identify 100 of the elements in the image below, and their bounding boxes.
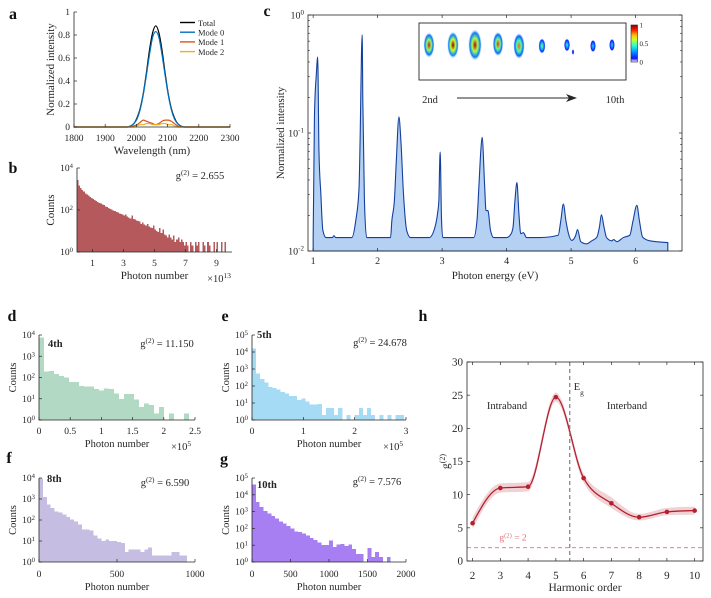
x-tick-label: 2 bbox=[470, 570, 476, 582]
y-tick-label: 5 bbox=[458, 522, 464, 534]
x-tick-label: 1900 bbox=[96, 134, 115, 144]
x-axis-title: Photon number bbox=[296, 439, 362, 450]
y-tick-label: 10$^{5}$ bbox=[235, 472, 249, 484]
text: c bbox=[263, 3, 271, 20]
y-tick-label: 10$^{0}$ bbox=[235, 556, 249, 568]
x-tick-label: 5 bbox=[568, 256, 574, 267]
y-tick-label: 0 bbox=[65, 123, 70, 134]
x-tick-label: 2 bbox=[161, 427, 166, 437]
y-tick-label: 10$^{4}$ bbox=[22, 472, 36, 484]
x-tick-label: 2000 bbox=[126, 134, 146, 144]
y-tick-label: 10$^{4}$ bbox=[235, 489, 249, 501]
annotation: 2nd bbox=[422, 95, 439, 106]
y-tick-label: 10$^{2}$ bbox=[235, 380, 248, 392]
y-tick-label: 10$^{0}$ bbox=[22, 556, 36, 568]
text: a bbox=[9, 6, 17, 23]
y-tick-label: 10$^{-1}$ bbox=[288, 126, 304, 140]
x-tick-label: 5 bbox=[553, 570, 560, 582]
annotation: g$^{(2)}$ = 11.150 bbox=[140, 336, 194, 350]
text: ×10$^{13}$ bbox=[207, 270, 232, 285]
x-tick-label: 0.5 bbox=[64, 427, 76, 437]
y-tick-label: 10$^{1}$ bbox=[235, 398, 248, 410]
x-tick-label: 2100 bbox=[158, 134, 178, 144]
legend-label: Mode 1 bbox=[198, 37, 224, 48]
y-tick-label: 10$^{5}$ bbox=[235, 330, 249, 342]
x-tick-label: 2200 bbox=[189, 134, 209, 144]
y-tick-label: 10$^{3}$ bbox=[235, 506, 249, 518]
y-tick-label: 0.2 bbox=[58, 100, 70, 110]
chart-title: 10th bbox=[257, 480, 277, 491]
annotation: g$^{(2)}$ = 2.655 bbox=[176, 168, 224, 182]
annotation: g$^{(2)}$ = 6.590 bbox=[140, 474, 190, 489]
x-tick-label: 1800 bbox=[64, 134, 84, 144]
x-tick-label: 8 bbox=[636, 570, 642, 582]
text: f bbox=[6, 450, 12, 467]
x-tick-label: 500 bbox=[110, 570, 124, 580]
annotation: g$^{(2)}$ = 24.678 bbox=[353, 334, 407, 349]
ref-line-label: E$_{g}$ bbox=[574, 382, 584, 396]
x-tick-label: 4 bbox=[525, 570, 532, 582]
y-tick-label: 10$^{3}$ bbox=[22, 494, 36, 506]
y-tick-label: 10 bbox=[452, 489, 464, 502]
y-tick-label: 10$^{0}$ bbox=[290, 8, 304, 22]
text: ×10$^{5}$ bbox=[170, 438, 192, 453]
legend-label: Mode 2 bbox=[198, 46, 224, 57]
x-tick-label: 9 bbox=[664, 570, 670, 582]
y-tick-label: 10$^{2}$ bbox=[22, 514, 35, 526]
y-axis-title: Normalized intensity bbox=[45, 22, 57, 116]
y-tick-label: 10$^{0}$ bbox=[60, 246, 74, 258]
legend-label: Mode 0 bbox=[198, 28, 224, 38]
y-tick-label: 0.6 bbox=[58, 54, 70, 64]
text: ×10$^{5}$ bbox=[382, 438, 404, 453]
y-tick-label: 1 bbox=[65, 8, 70, 18]
x-tick-label: 2000 bbox=[396, 570, 416, 580]
x-tick-label: 3 bbox=[404, 427, 409, 437]
y-tick-label: 10$^{4}$ bbox=[22, 330, 36, 342]
y-tick-label: 25 bbox=[452, 390, 464, 402]
y-tick-label: 0.4 bbox=[58, 77, 70, 88]
x-axis-title: Photon number bbox=[296, 582, 362, 593]
text: d bbox=[8, 308, 17, 325]
y-tick-label: 0.8 bbox=[58, 31, 70, 42]
y-tick-label: 10$^{0}$ bbox=[22, 414, 36, 426]
x-axis-title: Harmonic order bbox=[548, 582, 622, 594]
x-tick-label: 1500 bbox=[358, 570, 378, 580]
y-tick-label: 10$^{3}$ bbox=[235, 364, 249, 376]
x-tick-label: 9 bbox=[214, 259, 220, 269]
y-axis-title: Normalized intensity bbox=[275, 86, 287, 180]
y-axis-title: Counts bbox=[8, 362, 19, 392]
x-tick-label: 500 bbox=[283, 570, 298, 580]
text: h bbox=[418, 308, 428, 325]
x-tick-label: 6 bbox=[633, 256, 638, 267]
y-tick-label: 10$^{2}$ bbox=[22, 372, 35, 384]
y-tick-label: 10$^{0}$ bbox=[235, 414, 249, 426]
x-tick-label: 2.5 bbox=[189, 427, 202, 437]
x-tick-label: 3 bbox=[498, 570, 504, 582]
y-axis-title: Counts bbox=[221, 505, 232, 535]
x-tick-label: 3 bbox=[440, 256, 445, 267]
y-tick-label: 20 bbox=[452, 422, 464, 435]
y-tick-label: 10$^{3}$ bbox=[22, 350, 36, 362]
x-tick-label: 1 bbox=[310, 256, 316, 267]
chart-title: 5th bbox=[257, 330, 272, 341]
x-axis-title: Photon number bbox=[120, 270, 189, 282]
x-axis-title: Photon number bbox=[84, 582, 150, 593]
y-tick-label: 10$^{4}$ bbox=[235, 346, 249, 358]
x-tick-label: 10 bbox=[689, 570, 701, 582]
y-tick-label: 15 bbox=[452, 456, 464, 468]
y-tick-label: 30 bbox=[452, 356, 464, 369]
y-axis-title: Counts bbox=[45, 194, 57, 226]
y-axis-title: Counts bbox=[221, 362, 232, 392]
ref-line-label: g$^{(2)}$ = 2 bbox=[499, 532, 527, 544]
annotation: Intraband bbox=[486, 401, 528, 412]
x-tick-label: 7 bbox=[608, 570, 615, 582]
x-tick-label: 1000 bbox=[320, 570, 339, 580]
x-tick-label: 7 bbox=[183, 259, 188, 269]
chart-title: 8th bbox=[47, 474, 62, 485]
annotation: 10th bbox=[606, 95, 626, 106]
y-axis-title: Counts bbox=[8, 505, 19, 535]
text: g bbox=[220, 451, 228, 468]
x-tick-label: 2300 bbox=[220, 134, 240, 144]
y-tick-label: 10$^{1}$ bbox=[235, 540, 248, 552]
x-tick-label: 6 bbox=[580, 570, 587, 582]
